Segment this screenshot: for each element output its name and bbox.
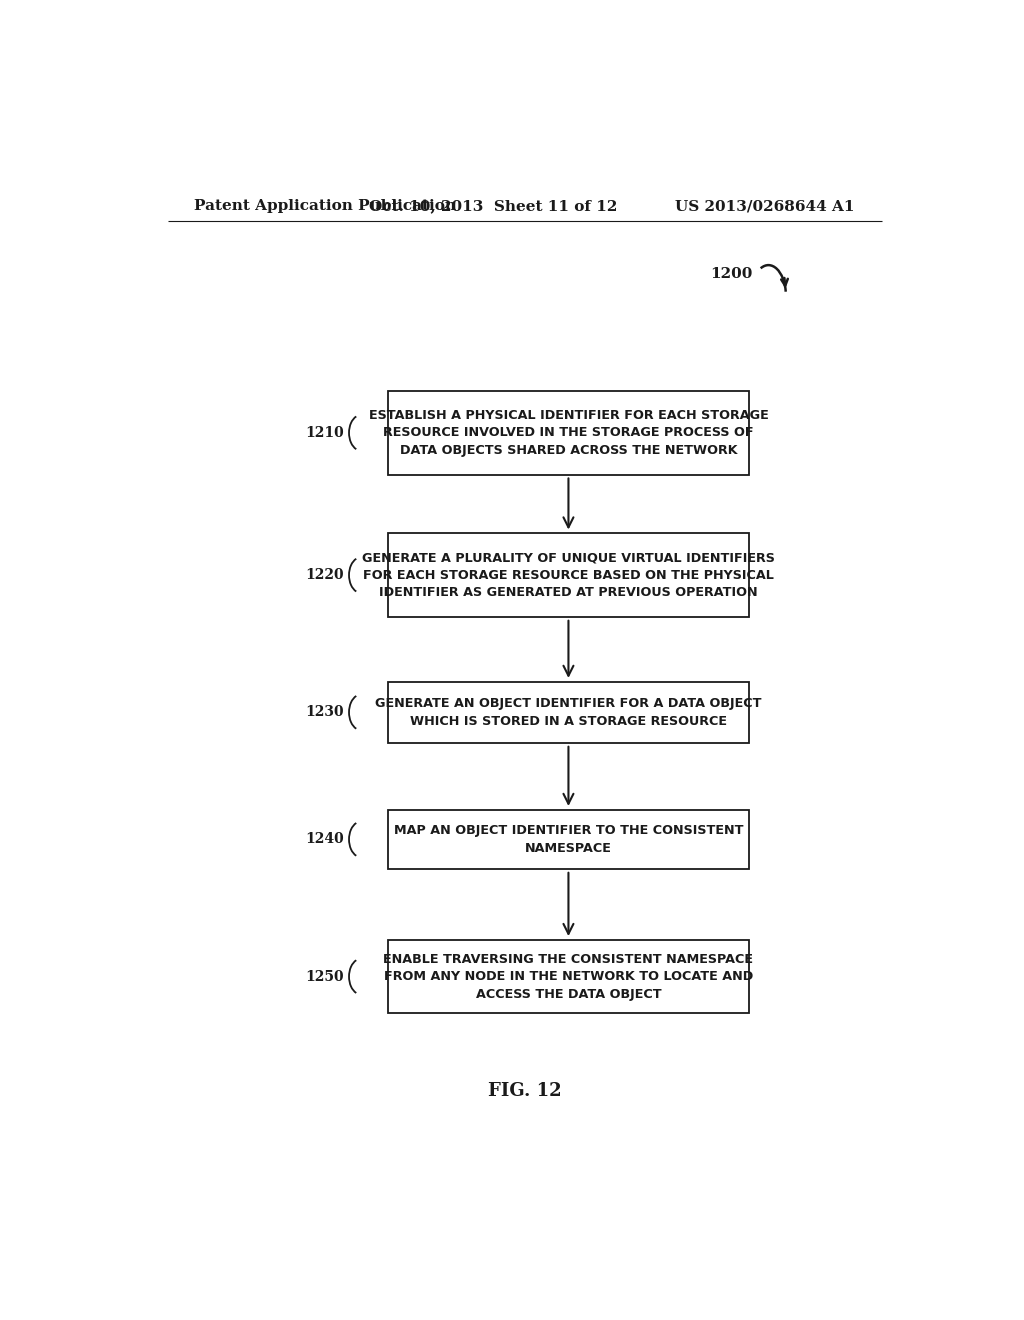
Text: MAP AN OBJECT IDENTIFIER TO THE CONSISTENT
NAMESPACE: MAP AN OBJECT IDENTIFIER TO THE CONSISTE… — [393, 824, 743, 854]
Text: GENERATE A PLURALITY OF UNIQUE VIRTUAL IDENTIFIERS
FOR EACH STORAGE RESOURCE BAS: GENERATE A PLURALITY OF UNIQUE VIRTUAL I… — [362, 552, 775, 599]
Text: 1210: 1210 — [305, 426, 344, 440]
Bar — [388, 940, 749, 1014]
Text: 1240: 1240 — [305, 833, 344, 846]
Text: Oct. 10, 2013  Sheet 11 of 12: Oct. 10, 2013 Sheet 11 of 12 — [369, 199, 617, 213]
Text: ESTABLISH A PHYSICAL IDENTIFIER FOR EACH STORAGE
RESOURCE INVOLVED IN THE STORAG: ESTABLISH A PHYSICAL IDENTIFIER FOR EACH… — [369, 409, 768, 457]
Text: GENERATE AN OBJECT IDENTIFIER FOR A DATA OBJECT
WHICH IS STORED IN A STORAGE RES: GENERATE AN OBJECT IDENTIFIER FOR A DATA… — [375, 697, 762, 727]
Text: ENABLE TRAVERSING THE CONSISTENT NAMESPACE
FROM ANY NODE IN THE NETWORK TO LOCAT: ENABLE TRAVERSING THE CONSISTENT NAMESPA… — [383, 953, 754, 1001]
Bar — [388, 391, 749, 474]
Bar — [388, 682, 749, 743]
Text: FIG. 12: FIG. 12 — [488, 1082, 561, 1101]
Text: 1250: 1250 — [305, 970, 344, 983]
Text: US 2013/0268644 A1: US 2013/0268644 A1 — [675, 199, 854, 213]
Bar — [388, 810, 749, 869]
Text: 1220: 1220 — [305, 568, 344, 582]
Text: 1230: 1230 — [305, 705, 344, 719]
Text: Patent Application Publication: Patent Application Publication — [194, 199, 456, 213]
Bar — [388, 533, 749, 616]
Text: 1200: 1200 — [710, 267, 753, 281]
